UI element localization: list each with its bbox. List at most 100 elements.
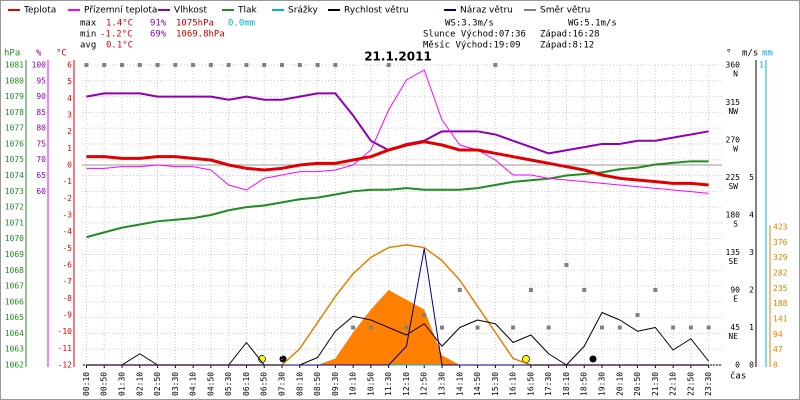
- y-tick-label: -11: [58, 344, 73, 353]
- y-tick-label: 1074: [5, 171, 24, 180]
- y-tick-label: 1077: [5, 124, 24, 133]
- direction-point: [688, 325, 693, 330]
- x-tick-label: 02:50: [153, 372, 162, 396]
- x-tick-label: 14:50: [473, 372, 482, 396]
- y-tick-label: 1070: [5, 234, 24, 243]
- legend-label: Rychlost větru: [344, 6, 409, 16]
- x-tick-label: 15:30: [491, 372, 500, 396]
- x-tick-label: 20:50: [633, 372, 642, 396]
- axis-title: hPa: [4, 49, 20, 59]
- radiation-area: [86, 289, 709, 365]
- x-tick-label: 02:10: [135, 372, 144, 396]
- legend-label: Tlak: [237, 6, 258, 16]
- stat: 1075hPa: [176, 19, 214, 29]
- direction-point: [333, 63, 338, 67]
- x-tick-label: 20:10: [615, 372, 624, 396]
- y-tick-label: -4: [62, 227, 72, 236]
- info: Západ:8:12: [540, 41, 594, 51]
- y-tick-label: 0: [735, 361, 740, 370]
- y-tick-label: 423: [773, 223, 788, 232]
- axis-title: °: [726, 49, 731, 59]
- y-tick-label: 1069: [5, 250, 24, 259]
- y-tick-label: 4: [67, 94, 72, 103]
- axis-title: %: [36, 49, 42, 59]
- y-tick-label: 1080: [5, 76, 24, 85]
- direction-point: [280, 63, 284, 67]
- direction-point: [386, 63, 391, 67]
- y-tick-label: 180: [726, 211, 741, 220]
- y-tick-label: 3: [67, 111, 72, 120]
- direction-point: [297, 63, 302, 67]
- y-tick-label: -12: [58, 361, 73, 370]
- y-tick-label: 6: [67, 61, 72, 70]
- direction-point: [84, 63, 89, 67]
- stat: 69%: [150, 30, 167, 40]
- x-tick-label: 23:30: [704, 372, 713, 396]
- stat: 1.4°C: [106, 19, 133, 29]
- y-tick-label: 100: [32, 61, 47, 70]
- stat: 1069.8hPa: [176, 30, 225, 40]
- y-tick-label: 1071: [5, 218, 24, 227]
- x-tick-label: 07:30: [278, 372, 287, 396]
- y-tick-label: 1066: [5, 297, 24, 306]
- x-tick-label: 01:30: [118, 372, 127, 396]
- direction-point: [511, 325, 516, 330]
- direction-point: [564, 263, 569, 267]
- y-tick-label: 329: [773, 253, 788, 262]
- series-line: [86, 160, 709, 239]
- y-tick-label: 95: [36, 76, 46, 85]
- axis-title: °C: [56, 49, 67, 59]
- direction-point: [546, 325, 551, 330]
- stat: 0.0mm: [228, 19, 255, 29]
- y-tick-label: 315: [726, 98, 741, 107]
- y-tick-label: 47: [773, 345, 783, 354]
- y-tick-label: 80: [36, 124, 46, 133]
- y-tick-label: 90: [730, 286, 740, 295]
- x-tick-label: 06:10: [242, 372, 251, 396]
- info: Západ:16:28: [540, 30, 600, 40]
- y-tick-label: 225: [726, 173, 741, 182]
- direction-point: [262, 63, 267, 67]
- direction-label: NE: [728, 332, 738, 341]
- y-tick-label: 75: [36, 139, 46, 148]
- x-tick-label: 00:10: [82, 372, 91, 396]
- y-tick-label: -9: [62, 311, 72, 320]
- direction-point: [102, 63, 107, 67]
- y-tick-label: 65: [36, 171, 46, 180]
- x-tick-label: 16:10: [509, 372, 518, 396]
- stat-label: max: [80, 19, 97, 29]
- y-tick-label: 45: [730, 323, 740, 332]
- direction-point: [475, 325, 480, 330]
- axis-title: mm: [762, 49, 773, 59]
- x-tick-label: 03:30: [171, 372, 180, 396]
- y-tick-label: 5: [749, 173, 754, 182]
- info: Slunce Východ:07:36: [423, 30, 526, 40]
- y-tick-label: 0: [773, 361, 778, 370]
- y-tick-label: 60: [36, 187, 46, 196]
- y-tick-label: 5: [67, 77, 72, 86]
- y-tick-label: 70: [36, 155, 46, 164]
- y-tick-label: 1064: [5, 329, 24, 338]
- x-tick-label: 11:30: [384, 372, 393, 396]
- direction-point: [671, 325, 676, 330]
- direction-point: [440, 325, 444, 330]
- y-tick-label: 1081: [5, 61, 24, 70]
- direction-point: [404, 325, 409, 330]
- direction-point: [244, 63, 249, 67]
- direction-label: SW: [728, 182, 738, 191]
- legend-label: Náraz větru: [460, 6, 513, 16]
- moonrise-marker: [589, 355, 597, 363]
- series-line: [86, 248, 709, 366]
- y-tick-label: 141: [773, 315, 788, 324]
- series-line: [86, 69, 709, 194]
- direction-point: [120, 63, 124, 67]
- stat-label: avg: [80, 41, 96, 51]
- x-tick-label: 19:30: [598, 372, 607, 396]
- direction-label: SE: [728, 257, 738, 266]
- direction-point: [368, 325, 373, 330]
- x-tick-label: 17:30: [544, 372, 553, 396]
- direction-point: [315, 63, 320, 67]
- y-tick-label: 1: [749, 323, 754, 332]
- stat: 91%: [150, 19, 167, 29]
